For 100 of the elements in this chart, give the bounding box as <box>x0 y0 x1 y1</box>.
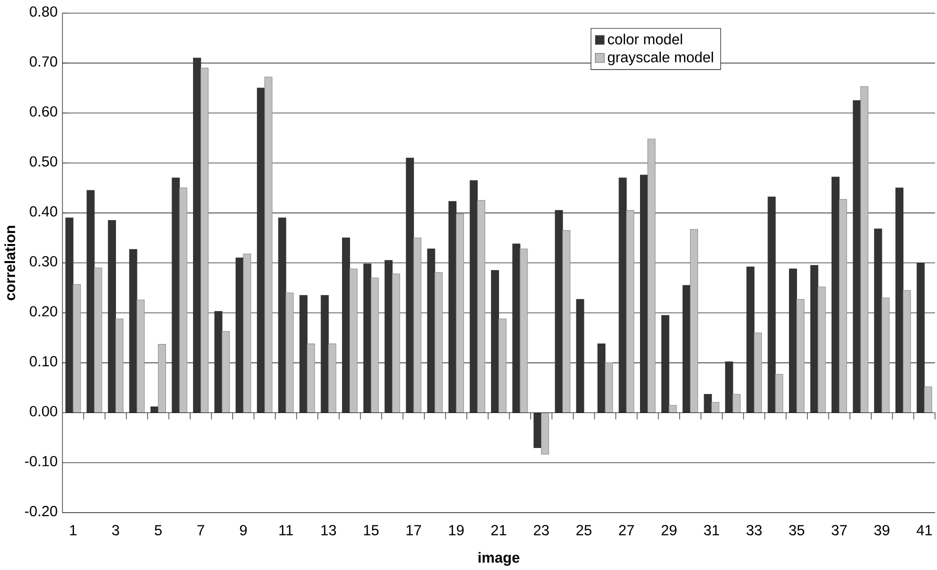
bar <box>810 265 818 413</box>
y-tick-label: -0.10 <box>24 456 58 466</box>
bar <box>597 343 606 413</box>
bar <box>286 292 294 413</box>
bar <box>193 58 202 413</box>
y-tick-label: 0.10 <box>30 356 58 366</box>
bar <box>384 260 393 413</box>
bar <box>618 178 627 413</box>
bar <box>498 318 506 413</box>
x-tick-label: 27 <box>619 524 634 536</box>
bar <box>434 272 443 413</box>
bar <box>477 200 486 413</box>
y-axis-title: correlation <box>4 226 16 300</box>
x-tick-label: 31 <box>704 524 720 536</box>
y-tick-label: 0.00 <box>30 406 58 416</box>
bar <box>534 412 542 448</box>
x-tick-label: 1 <box>70 525 76 536</box>
x-tick-label: 39 <box>874 524 890 536</box>
x-tick-label: 37 <box>832 524 847 536</box>
bar <box>108 220 116 413</box>
bar <box>179 188 188 413</box>
bar <box>158 344 166 413</box>
bar <box>200 68 209 413</box>
x-tick-label: 25 <box>576 524 592 536</box>
bar <box>832 176 840 413</box>
x-tick-label: 7 <box>197 525 204 536</box>
x-tick-label: 13 <box>321 524 336 536</box>
y-tick-label: 0.40 <box>30 206 58 216</box>
x-tick-label: 3 <box>112 524 120 536</box>
bar <box>554 210 563 413</box>
bar <box>916 262 925 413</box>
bar <box>299 294 308 413</box>
x-tick-label: 9 <box>240 524 247 536</box>
x-tick-label: 19 <box>449 524 464 536</box>
bar <box>732 394 741 413</box>
bar <box>704 394 712 413</box>
bar <box>470 180 478 413</box>
bar <box>604 362 613 413</box>
bar <box>413 238 422 413</box>
x-tick-label: 21 <box>491 524 506 536</box>
y-tick-label: -0.20 <box>24 506 58 516</box>
bar <box>796 298 804 413</box>
bar <box>94 268 102 413</box>
bar <box>640 174 648 413</box>
y-tick-label: 0.80 <box>30 6 58 17</box>
bar <box>690 229 698 413</box>
bar <box>874 228 882 413</box>
bar <box>370 278 379 413</box>
bar <box>668 404 677 413</box>
bar <box>775 374 784 413</box>
bar <box>491 270 500 413</box>
y-tick-label: 0.70 <box>30 56 58 67</box>
bar <box>661 314 670 413</box>
y-tick-label: 0.60 <box>30 106 58 117</box>
bar <box>72 284 81 413</box>
x-tick-label: 41 <box>916 525 932 536</box>
bar <box>520 248 528 413</box>
x-tick-label: 29 <box>662 524 676 536</box>
bar <box>306 343 315 413</box>
bar <box>682 285 691 413</box>
x-tick-label: 23 <box>534 524 549 536</box>
x-tick-label: 17 <box>406 525 422 536</box>
bar <box>448 201 456 413</box>
bar <box>136 299 145 413</box>
legend-label: color model <box>608 34 682 44</box>
bar <box>647 138 656 413</box>
bar <box>860 86 868 413</box>
bar <box>924 386 932 413</box>
bar <box>392 274 400 413</box>
bar <box>456 214 464 413</box>
y-tick-label: 0.20 <box>30 306 58 316</box>
x-tick-label: 5 <box>154 525 162 536</box>
bar <box>902 290 911 413</box>
bar <box>788 268 797 413</box>
bar <box>214 310 222 413</box>
bar <box>725 361 734 413</box>
bar <box>243 254 252 413</box>
x-tick-label: 35 <box>789 524 804 536</box>
bar <box>236 258 244 413</box>
bar <box>320 294 329 413</box>
y-tick-label: 0.30 <box>30 256 58 266</box>
bar <box>342 238 350 413</box>
bar <box>882 297 890 413</box>
bar <box>576 298 584 413</box>
bar <box>350 268 358 413</box>
bar <box>541 412 550 454</box>
y-tick-label: 0.50 <box>30 156 58 166</box>
bar <box>427 248 436 413</box>
bar <box>256 88 265 413</box>
bar <box>746 266 754 413</box>
x-axis-title: image <box>478 552 520 566</box>
bar <box>328 343 336 413</box>
bar <box>406 158 414 413</box>
bar <box>711 402 720 413</box>
bar <box>562 230 570 413</box>
bar <box>65 218 74 413</box>
bar <box>754 332 762 413</box>
x-tick-label: 15 <box>364 525 379 536</box>
bar <box>818 286 826 413</box>
bar <box>895 188 904 413</box>
